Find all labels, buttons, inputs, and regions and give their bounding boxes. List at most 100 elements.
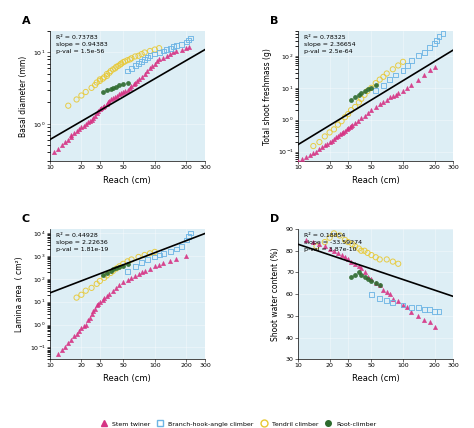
Point	[64, 137, 72, 143]
Point	[394, 62, 402, 69]
Point	[361, 247, 368, 254]
Point	[389, 295, 397, 302]
Point	[103, 270, 111, 276]
Point	[344, 239, 352, 246]
Point	[408, 304, 415, 311]
Point	[151, 263, 159, 270]
Point	[323, 140, 331, 147]
Point	[319, 143, 326, 150]
Point	[299, 155, 306, 162]
Point	[435, 308, 443, 315]
Point	[55, 351, 62, 358]
Point	[96, 76, 104, 83]
Point	[344, 125, 352, 131]
Point	[131, 79, 139, 86]
Point	[310, 143, 317, 149]
X-axis label: Reach (cm): Reach (cm)	[352, 176, 400, 185]
Point	[399, 302, 407, 309]
Point	[61, 139, 69, 146]
Point	[357, 89, 365, 96]
Text: R² = 0.44928
slope = 2.22636
p-val = 1.81e-19: R² = 0.44928 slope = 2.22636 p-val = 1.8…	[56, 233, 109, 252]
Point	[131, 273, 139, 279]
Point	[128, 83, 135, 89]
Point	[326, 245, 333, 252]
Point	[124, 258, 131, 265]
Point	[78, 92, 85, 99]
Point	[426, 67, 434, 74]
Point	[119, 59, 127, 65]
Point	[368, 252, 375, 259]
Point	[124, 68, 131, 74]
Point	[124, 79, 131, 86]
Point	[100, 294, 108, 301]
Point	[433, 37, 441, 44]
Point	[431, 323, 438, 330]
Point	[326, 129, 333, 136]
Point	[155, 56, 163, 63]
Point	[347, 258, 355, 265]
Point	[368, 84, 375, 91]
Point	[394, 260, 402, 267]
Point	[146, 250, 154, 257]
Point	[151, 51, 159, 57]
Point	[111, 65, 119, 72]
Point	[310, 239, 317, 246]
Point	[73, 294, 81, 301]
Point	[130, 81, 137, 88]
Point	[64, 102, 72, 109]
Point	[383, 70, 391, 77]
Point	[138, 74, 146, 81]
Point	[408, 308, 415, 315]
Point	[383, 288, 391, 295]
Point	[112, 285, 120, 291]
Point	[118, 60, 125, 67]
Point	[341, 114, 349, 121]
Point	[94, 300, 102, 307]
Point	[357, 247, 365, 254]
Point	[80, 322, 87, 329]
Point	[135, 76, 142, 83]
Point	[403, 62, 411, 69]
Point	[380, 286, 387, 293]
Point	[173, 42, 180, 49]
Point	[313, 243, 320, 250]
Point	[173, 246, 180, 253]
Point	[351, 260, 359, 267]
Point	[376, 101, 383, 108]
Point	[107, 268, 114, 274]
Point	[376, 256, 383, 263]
Point	[73, 330, 81, 337]
Point	[55, 145, 62, 152]
Point	[124, 57, 131, 64]
Point	[67, 134, 75, 141]
Text: R² = 0.73783
slope = 0.94383
p-val = 1.5e-56: R² = 0.73783 slope = 0.94383 p-val = 1.5…	[56, 35, 108, 54]
Point	[96, 278, 104, 285]
Point	[84, 119, 91, 126]
Point	[106, 98, 113, 104]
Point	[415, 312, 422, 319]
Point	[399, 58, 407, 65]
Point	[115, 62, 122, 69]
Point	[104, 99, 112, 106]
Point	[354, 118, 362, 125]
Point	[138, 259, 146, 266]
Point	[339, 128, 347, 135]
Point	[124, 86, 131, 93]
Point	[399, 67, 407, 74]
Point	[351, 119, 359, 126]
Point	[380, 74, 387, 80]
Point	[403, 84, 411, 91]
Point	[99, 89, 107, 95]
Point	[146, 265, 154, 272]
Point	[121, 58, 129, 65]
Point	[151, 60, 159, 67]
Point	[144, 256, 151, 263]
Point	[73, 96, 81, 103]
Point	[357, 115, 365, 122]
Point	[383, 256, 391, 263]
Point	[368, 291, 375, 297]
Point	[341, 254, 349, 261]
Point	[173, 256, 180, 262]
Point	[182, 237, 190, 244]
Point	[313, 148, 320, 155]
